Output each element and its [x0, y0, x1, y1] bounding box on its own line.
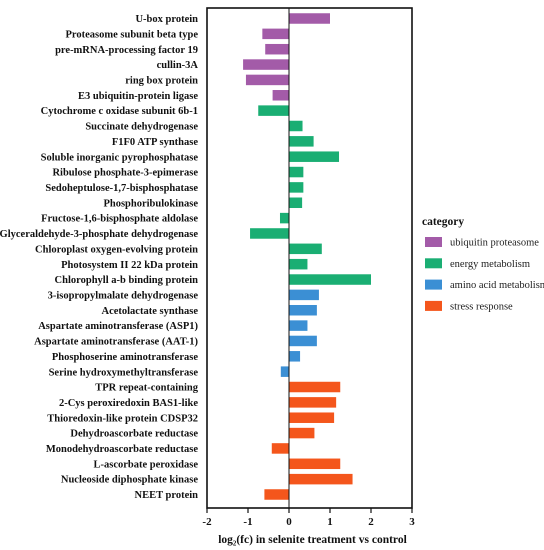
category-label: cullin-3A — [157, 60, 199, 71]
category-label: Glyceraldehyde-3-phosphate dehydrogenase — [0, 229, 198, 240]
bar — [289, 243, 322, 255]
bar — [245, 74, 289, 86]
bars-layer — [243, 13, 371, 500]
bar — [289, 412, 335, 423]
category-label: NEET protein — [134, 490, 198, 501]
category-label: Aspartate aminotransferase (AAT-1) — [34, 337, 198, 348]
bar — [280, 366, 289, 377]
bar — [271, 443, 289, 454]
bar — [289, 136, 314, 147]
bar — [289, 197, 303, 209]
bar — [289, 13, 330, 24]
category-label: Phosphoribulokinase — [103, 198, 198, 209]
category-label: E3 ubiquitin-protein ligase — [78, 91, 198, 102]
bar — [289, 166, 304, 178]
category-label: Dehydroascorbate reductase — [70, 429, 198, 440]
x-axis-ticks: -2 -1 0 1 2 3 — [202, 508, 415, 528]
bar — [258, 105, 289, 116]
category-label: Serine hydroxymethyltransferase — [49, 367, 199, 378]
bar — [289, 473, 353, 485]
category-label: Phosphoserine aminotransferase — [52, 352, 198, 363]
legend-swatch — [425, 258, 442, 269]
bar — [289, 320, 308, 331]
bar — [272, 90, 289, 101]
category-label: Chlorophyll a-b binding protein — [55, 275, 199, 286]
plot-frame — [206, 7, 413, 509]
category-label: U-box protein — [135, 14, 198, 25]
category-label: Succinate dehydrogenase — [85, 122, 198, 133]
bar — [289, 458, 341, 470]
category-labels: U-box protein Proteasome subunit beta typ… — [0, 14, 199, 501]
bar — [289, 289, 319, 301]
category-label: 3-isopropylmalate dehydrogenase — [48, 290, 199, 301]
bar — [250, 228, 289, 239]
bar — [289, 427, 315, 439]
bar — [289, 151, 340, 162]
legend-label: stress response — [450, 301, 513, 312]
legend-title: category — [422, 216, 464, 228]
category-label: Ribulose phosphate-3-epimerase — [52, 168, 198, 179]
category-label: 2-Cys peroxiredoxin BAS1-like — [59, 398, 198, 409]
category-label: Soluble inorganic pyrophosphatase — [41, 152, 199, 163]
legend-label: ubiquitin proteasome — [450, 238, 539, 249]
category-label: Acetolactate synthase — [101, 306, 198, 317]
legend-label: energy metabolism — [450, 259, 530, 270]
category-label: L-ascorbate peroxidase — [93, 459, 198, 470]
bar — [279, 212, 289, 224]
bar — [243, 59, 289, 70]
bar — [265, 43, 289, 55]
category-label: Fructose-1,6-bisphosphate aldolase — [41, 214, 198, 225]
legend-swatch — [425, 237, 442, 247]
category-label: TPR repeat-containing — [95, 383, 199, 394]
x-tick-label: -1 — [243, 516, 252, 528]
category-label: Nucleoside diphosphate kinase — [61, 475, 198, 486]
legend-label: amino acid metabolism — [450, 280, 544, 291]
bar — [262, 28, 289, 40]
bar — [289, 351, 301, 362]
x-tick-label: -2 — [202, 516, 212, 528]
category-label: Thioredoxin-like protein CDSP32 — [47, 413, 198, 424]
bar — [289, 397, 337, 408]
bar — [289, 335, 317, 347]
category-label: Sedoheptulose-1,7-bisphosphatase — [45, 183, 198, 194]
category-label: Photosystem II 22 kDa protein — [61, 260, 198, 271]
legend: category ubiquitin proteasome energy meta… — [422, 216, 544, 312]
x-axis-title: log₂(fc) in selenite treatment vs contro… — [218, 534, 407, 546]
x-tick-label: 0 — [286, 516, 292, 528]
legend-swatch — [425, 300, 442, 311]
category-label: Cytochrome c oxidase subunit 6b-1 — [41, 106, 198, 117]
x-tick-label: 3 — [409, 516, 415, 528]
category-label: Monodehydroascorbate reductase — [46, 444, 198, 455]
category-label: F1F0 ATP synthase — [112, 137, 198, 148]
category-label: ring box protein — [125, 76, 198, 87]
bar — [289, 120, 303, 132]
x-tick-label: 1 — [327, 516, 333, 528]
category-label: Chloroplast oxygen-evolving protein — [35, 244, 198, 255]
category-label: pre-mRNA-processing factor 19 — [55, 45, 198, 56]
category-label: Aspartate aminotransferase (ASP1) — [38, 321, 198, 332]
x-tick-label: 2 — [368, 516, 374, 528]
bar — [289, 274, 371, 285]
category-label: Proteasome subunit beta type — [65, 29, 198, 40]
bar — [289, 258, 308, 270]
bar — [289, 182, 304, 193]
legend-swatch — [425, 279, 442, 290]
bar — [264, 489, 289, 500]
bar — [289, 304, 317, 316]
bar — [289, 381, 341, 393]
